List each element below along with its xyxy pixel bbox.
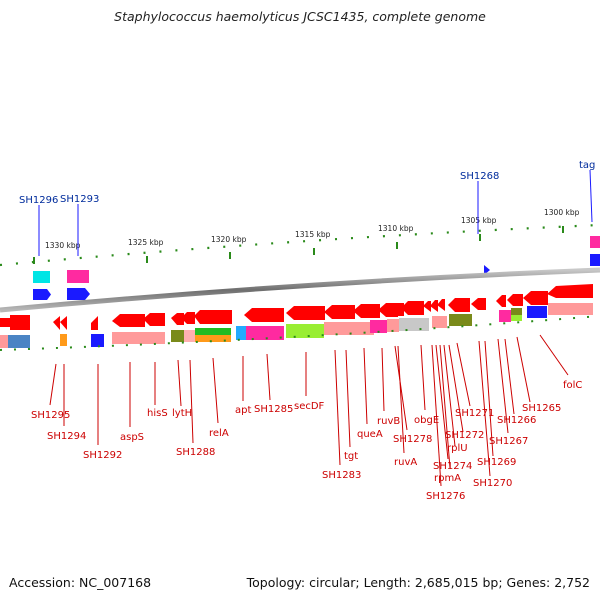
scale-label: 1325 kbp bbox=[128, 238, 164, 247]
gene-label: folC bbox=[563, 380, 582, 391]
gene-label: ruvA bbox=[394, 457, 417, 468]
gene-label: SH1296 bbox=[19, 195, 58, 206]
scale-labels: 1300 kbp 1305 kbp 1310 kbp 1315 kbp 1320… bbox=[45, 208, 580, 250]
gene-label: SH1285 bbox=[254, 404, 293, 415]
gene-label: lytH bbox=[172, 408, 192, 419]
top-labels: tag SH1268 SH1293 SH1296 bbox=[19, 160, 595, 206]
gene-label: tgt bbox=[344, 451, 358, 462]
gene-label: SH1269 bbox=[477, 457, 516, 468]
gene-label: SH1267 bbox=[489, 436, 528, 447]
gene-label: obgE bbox=[414, 415, 439, 426]
scale-label: 1310 kbp bbox=[378, 224, 414, 233]
scale-ring bbox=[0, 223, 600, 267]
scale-label: 1305 kbp bbox=[461, 216, 497, 225]
gene-label: queA bbox=[357, 429, 383, 440]
gene-label: SH1276 bbox=[426, 491, 465, 502]
gene-label: SH1294 bbox=[47, 431, 86, 442]
reverse-strand-genes bbox=[0, 284, 593, 330]
gene-label: SH1274 bbox=[433, 461, 472, 472]
gene-label: SH1268 bbox=[460, 171, 499, 182]
bottom-leaders bbox=[49, 334, 569, 487]
accession-text: Accession: NC_007168 bbox=[9, 575, 152, 590]
gene-label: rpmA bbox=[434, 473, 461, 484]
scale-label: 1330 kbp bbox=[45, 241, 81, 250]
forward-strand-features bbox=[33, 236, 600, 300]
gene-label: secDF bbox=[294, 401, 325, 412]
gene-label: ruvB bbox=[377, 416, 400, 427]
gene-label: rplU bbox=[447, 443, 468, 454]
inner-scale-ring bbox=[0, 315, 600, 351]
genome-backbone bbox=[0, 267, 600, 313]
gene-label: aspS bbox=[120, 432, 144, 443]
gene-label: SH1278 bbox=[393, 434, 432, 445]
gene-label: tag bbox=[579, 160, 595, 171]
gene-label: relA bbox=[209, 428, 229, 439]
scale-label: 1320 kbp bbox=[211, 235, 247, 244]
gene-label: SH1270 bbox=[473, 478, 512, 489]
gene-label: SH1295 bbox=[31, 410, 70, 421]
gene-label: hisS bbox=[147, 408, 168, 419]
gene-label: SH1293 bbox=[60, 194, 99, 205]
scale-label: 1315 kbp bbox=[295, 230, 331, 239]
bottom-labels: SH1295 SH1294 SH1292 aspS hisS lytH SH12… bbox=[31, 380, 582, 502]
gene-label: apt bbox=[235, 405, 251, 416]
top-leaders bbox=[38, 169, 593, 256]
gene-label: SH1266 bbox=[497, 415, 536, 426]
gene-label: SH1265 bbox=[522, 403, 561, 414]
genome-summary-text: Topology: circular; Length: 2,685,015 bp… bbox=[246, 575, 590, 590]
inner-feature-bands bbox=[0, 303, 593, 348]
map-title: Staphylococcus haemolyticus JCSC1435, co… bbox=[114, 9, 486, 24]
gene-label: SH1292 bbox=[83, 450, 122, 461]
gene-label: SH1283 bbox=[322, 470, 361, 481]
gene-label: SH1272 bbox=[445, 430, 484, 441]
gene-label: SH1271 bbox=[455, 408, 494, 419]
scale-label: 1300 kbp bbox=[544, 208, 580, 217]
gene-label: SH1288 bbox=[176, 447, 215, 458]
